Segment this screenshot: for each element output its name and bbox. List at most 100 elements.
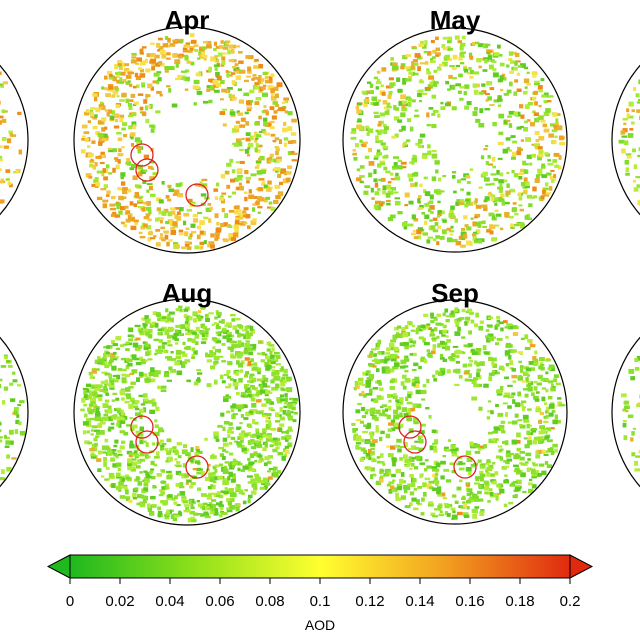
aod-pixel (523, 372, 529, 377)
aod-pixel (10, 134, 17, 137)
aod-pixel (215, 46, 220, 49)
aod-pixel (164, 330, 170, 336)
aod-pixel (400, 63, 406, 68)
aod-pixel (249, 325, 254, 331)
aod-pixel (438, 513, 445, 517)
aod-pixel (525, 367, 532, 372)
aod-pixel (286, 409, 291, 413)
aod-pixel (265, 399, 272, 404)
aod-pixel (131, 458, 137, 461)
aod-pixel (511, 374, 518, 379)
aod-pixel (199, 220, 205, 225)
aod-pixel (400, 359, 407, 365)
aod-pixel (458, 467, 465, 471)
aod-pixel (157, 385, 163, 390)
aod-pixel (546, 172, 552, 176)
aod-pixel (359, 175, 365, 178)
aod-pixel (457, 90, 462, 94)
aod-pixel (92, 125, 98, 130)
aod-pixel (464, 369, 471, 373)
aod-pixel (393, 409, 399, 415)
aod-pixel (190, 231, 197, 234)
aod-pixel (375, 200, 381, 205)
aod-pixel (504, 376, 510, 380)
aod-pixel (190, 223, 196, 228)
aod-pixel (132, 424, 138, 429)
aod-pixel (165, 220, 170, 225)
aod-pixel (410, 407, 416, 412)
aod-pixel (444, 505, 451, 509)
aod-pixel (107, 84, 114, 87)
aod-pixel (161, 181, 165, 185)
aod-pixel (235, 317, 241, 321)
aod-pixel (102, 105, 106, 110)
aod-pixel (103, 346, 107, 349)
aod-pixel (216, 494, 220, 498)
aod-pixel (284, 445, 290, 449)
aod-pixel (402, 480, 407, 484)
aod-pixel (133, 450, 138, 456)
aod-pixel (269, 120, 275, 124)
aod-pixel (526, 467, 531, 473)
aod-pixel (522, 388, 528, 391)
aod-pixel (150, 495, 156, 500)
aod-pixel (475, 118, 481, 123)
aod-pixel (157, 331, 162, 336)
aod-pixel (156, 71, 162, 74)
aod-pixel (510, 223, 514, 229)
aod-pixel (120, 221, 125, 225)
aod-pixel (263, 131, 267, 135)
aod-pixel (0, 71, 2, 76)
aod-pixel (158, 37, 163, 41)
aod-pixel (433, 479, 438, 484)
aod-pixel (125, 161, 131, 165)
aod-pixel (407, 448, 414, 451)
aod-pixel (468, 330, 473, 335)
aod-pixel (224, 213, 229, 219)
aod-pixel (203, 216, 209, 219)
aod-pixel (136, 377, 140, 383)
aod-pixel (428, 75, 435, 80)
aod-pixel (154, 54, 160, 59)
aod-pixel (142, 407, 147, 413)
aod-pixel (363, 393, 367, 398)
aod-pixel (150, 58, 157, 64)
aod-pixel (489, 87, 495, 91)
aod-pixel (221, 108, 227, 111)
aod-pixel (280, 398, 286, 402)
aod-pixel (544, 461, 549, 465)
aod-pixel (211, 455, 217, 459)
aod-pixel (478, 498, 484, 502)
aod-pixel (401, 407, 408, 413)
aod-pixel (444, 102, 451, 107)
aod-pixel (143, 216, 150, 220)
aod-pixel (150, 367, 155, 373)
aod-pixel (143, 99, 148, 104)
aod-pixel (441, 334, 446, 337)
aod-pixel (455, 355, 460, 359)
aod-pixel (508, 149, 512, 152)
aod-pixel (435, 52, 441, 56)
aod-pixel (84, 137, 89, 143)
aod-pixel (500, 88, 504, 92)
aod-pixel (167, 494, 173, 499)
aod-pixel (264, 389, 269, 395)
aod-pixel (280, 381, 286, 387)
aod-pixel (129, 216, 136, 222)
aod-pixel (161, 54, 167, 59)
aod-pixel (536, 436, 543, 441)
aod-pixel (228, 233, 234, 238)
aod-pixel (230, 409, 235, 413)
aod-pixel (116, 374, 121, 380)
aod-pixel (167, 456, 173, 462)
aod-pixel (545, 359, 552, 362)
aod-pixel (382, 463, 386, 466)
aod-pixel (637, 200, 640, 205)
aod-pixel (138, 67, 143, 71)
aod-pixel (105, 392, 109, 396)
aod-pixel (244, 111, 249, 115)
aod-pixel (417, 486, 422, 489)
aod-pixel (427, 150, 432, 156)
aod-pixel (283, 368, 288, 374)
aod-pixel (623, 122, 627, 125)
